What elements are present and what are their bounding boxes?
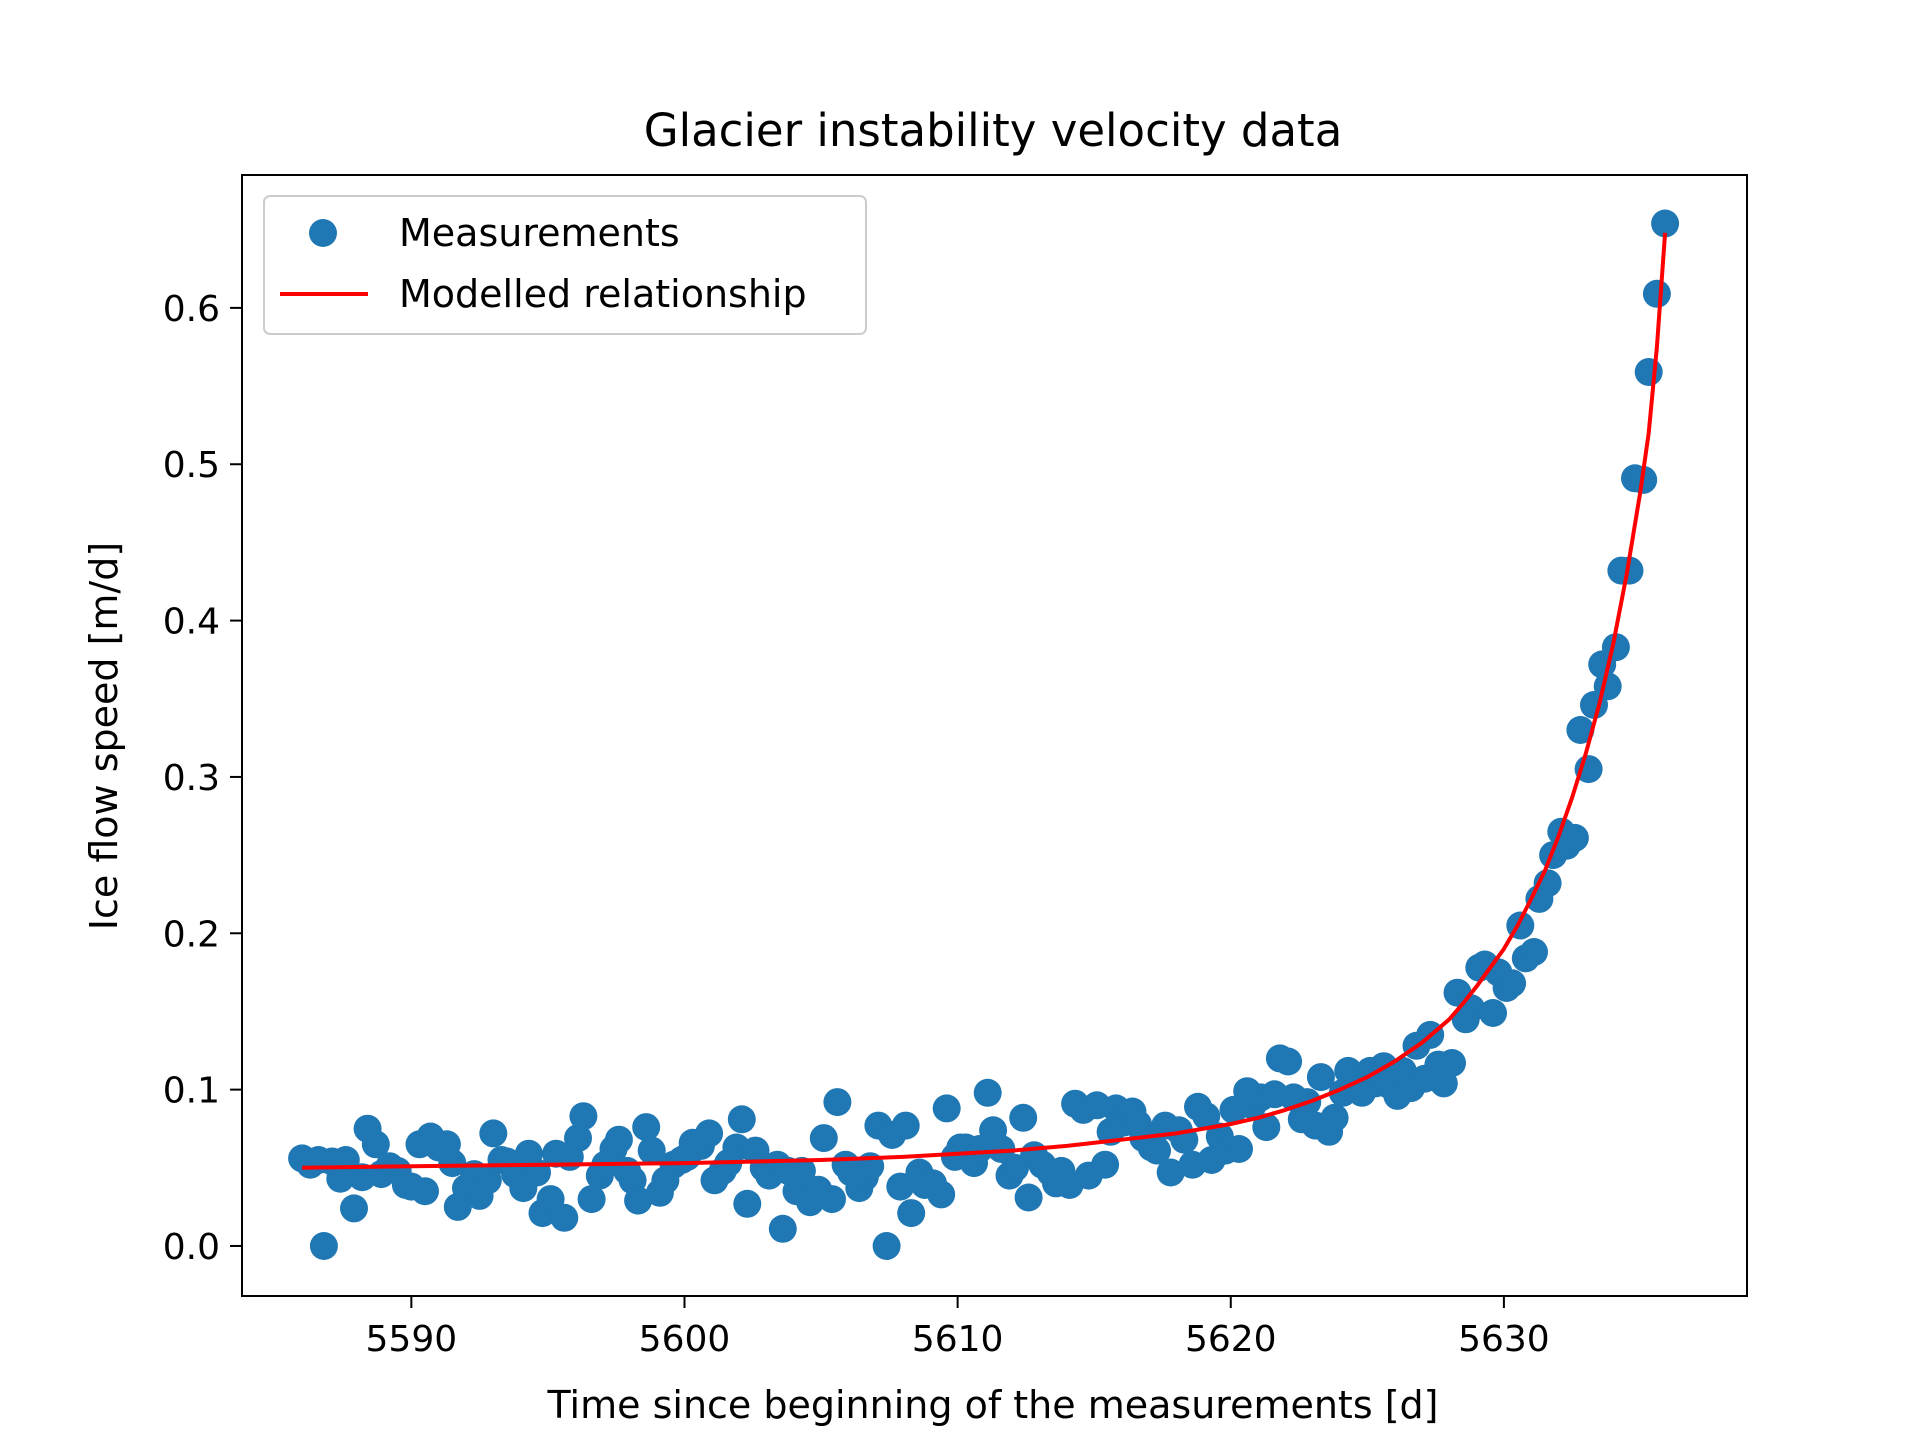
data-point xyxy=(569,1102,598,1131)
data-point xyxy=(632,1113,661,1142)
y-axis: 0.0 0.1 0.2 0.3 0.4 0.5 0.6 xyxy=(163,289,242,1268)
data-point xyxy=(1642,279,1671,308)
x-tick-label: 5630 xyxy=(1458,1319,1550,1360)
data-point xyxy=(768,1214,797,1243)
data-point xyxy=(973,1078,1002,1107)
data-point xyxy=(1479,999,1507,1027)
y-tick-label: 0.4 xyxy=(163,602,220,643)
data-point xyxy=(932,1094,961,1123)
data-point xyxy=(604,1125,633,1154)
x-tick-label: 5590 xyxy=(366,1319,458,1360)
legend-label-measurements: Measurements xyxy=(399,211,680,255)
data-point xyxy=(1520,938,1548,966)
y-tick-label: 0.0 xyxy=(163,1227,220,1268)
data-point xyxy=(1651,209,1680,238)
data-point xyxy=(1560,823,1589,852)
model-line xyxy=(302,232,1668,1170)
data-point xyxy=(1156,1158,1185,1187)
data-point xyxy=(1192,1102,1221,1131)
legend-box xyxy=(263,195,867,335)
data-point xyxy=(411,1177,439,1206)
data-point xyxy=(1274,1047,1303,1076)
axes-frame xyxy=(241,174,1748,1297)
legend-marker-measurements xyxy=(309,219,337,247)
data-point xyxy=(309,1232,338,1260)
data-point xyxy=(1009,1103,1038,1132)
data-point xyxy=(550,1203,579,1232)
data-point xyxy=(927,1180,956,1209)
data-point xyxy=(872,1232,901,1260)
y-tick-label: 0.6 xyxy=(163,289,220,330)
data-point xyxy=(637,1136,666,1165)
data-point xyxy=(1225,1135,1253,1163)
data-point xyxy=(438,1149,467,1178)
data-point xyxy=(891,1111,920,1140)
data-point xyxy=(897,1199,926,1228)
x-axis-label: Time since beginning of the measurements… xyxy=(547,1383,1439,1427)
data-point xyxy=(1014,1183,1043,1212)
data-point xyxy=(624,1186,653,1215)
legend: Measurements Modelled relationship xyxy=(263,195,867,335)
x-tick-label: 5620 xyxy=(1185,1319,1277,1360)
x-tick-label: 5610 xyxy=(912,1319,1004,1360)
data-point xyxy=(695,1119,724,1148)
y-tick-label: 0.2 xyxy=(163,914,220,955)
data-point xyxy=(823,1088,852,1117)
chart-title: Glacier instability velocity data xyxy=(644,104,1343,157)
data-point xyxy=(473,1166,502,1195)
legend-label-modelled-relationship: Modelled relationship xyxy=(399,272,807,316)
data-point xyxy=(1143,1136,1171,1165)
data-point xyxy=(1091,1150,1120,1179)
y-axis-label: Ice flow speed [m/d] xyxy=(82,542,126,930)
data-point xyxy=(1306,1063,1335,1092)
data-point xyxy=(479,1119,508,1148)
data-point xyxy=(1438,1049,1466,1077)
data-point xyxy=(809,1124,838,1153)
y-tick-label: 0.1 xyxy=(163,1071,220,1112)
data-point xyxy=(886,1172,915,1201)
x-tick-label: 5600 xyxy=(639,1319,731,1360)
data-point xyxy=(818,1185,846,1214)
plot-area xyxy=(288,209,1680,1260)
data-point xyxy=(1498,969,1527,998)
x-axis: 5590 5600 5610 5620 5630 xyxy=(366,1296,1550,1360)
data-point xyxy=(733,1189,762,1218)
y-tick-label: 0.5 xyxy=(163,445,220,486)
data-point xyxy=(787,1156,816,1185)
data-point xyxy=(1634,358,1663,386)
y-tick-label: 0.3 xyxy=(163,758,220,799)
data-point xyxy=(1252,1113,1281,1142)
data-point xyxy=(564,1124,592,1153)
data-point xyxy=(1615,556,1644,585)
data-point xyxy=(727,1105,756,1134)
data-point xyxy=(1320,1103,1349,1132)
data-point xyxy=(361,1130,390,1159)
data-point xyxy=(577,1185,606,1214)
data-point xyxy=(340,1194,368,1223)
data-point xyxy=(1566,716,1595,744)
